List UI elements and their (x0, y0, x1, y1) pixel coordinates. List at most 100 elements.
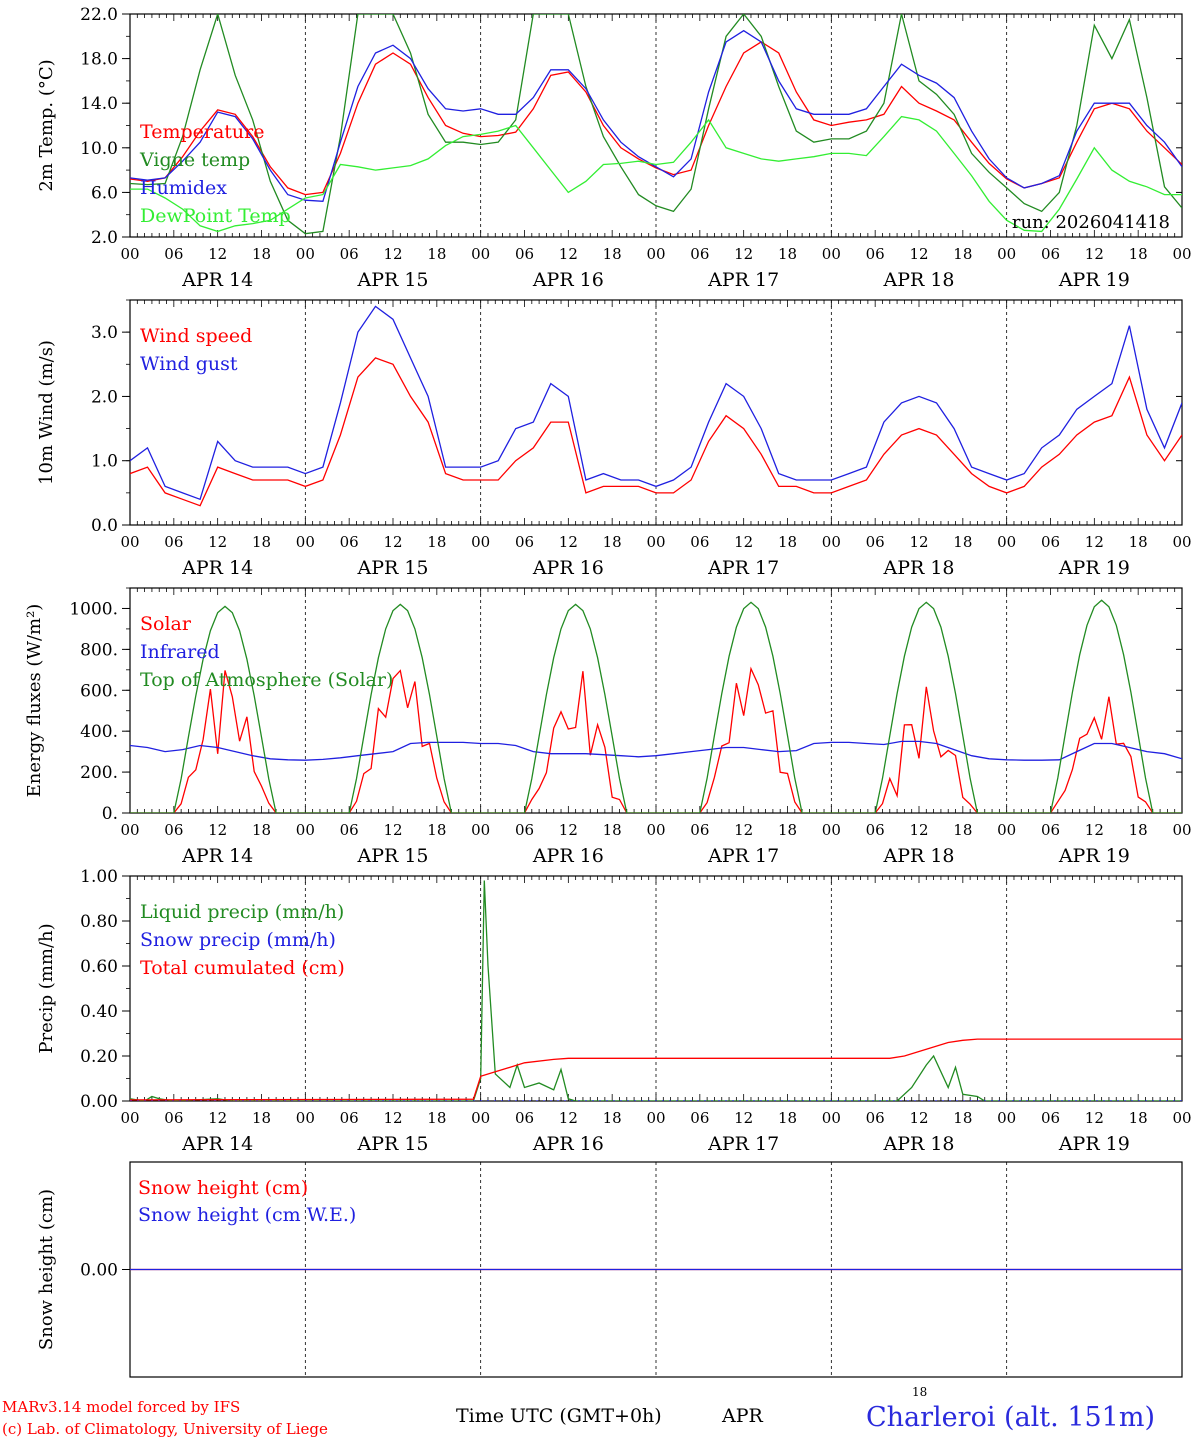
energy-hour-label: 12 (559, 821, 578, 839)
energy-hour-label: 12 (383, 821, 402, 839)
wind-hour-label: 06 (164, 533, 183, 551)
temp-hour-label: 06 (866, 245, 885, 263)
wind-hour-label: 06 (1041, 533, 1060, 551)
energy-hour-label: 18 (953, 821, 972, 839)
energy-ytick-label: 800. (80, 640, 118, 660)
energy-legend-item: Infrared (140, 641, 220, 663)
precip-hour-label: 06 (866, 1109, 885, 1127)
copyright: (c) Lab. of Climatology, University of L… (2, 1420, 328, 1438)
temp-hour-label: 12 (559, 245, 578, 263)
temp-legend-item: Vigne temp (139, 149, 250, 171)
wind-ytick-label: 1.0 (91, 452, 118, 472)
temp-ytick-label: 2.0 (91, 228, 118, 248)
temp-hour-label: 06 (164, 245, 183, 263)
wind-hour-label: 12 (909, 533, 928, 551)
precip-ytick-label: 0.80 (80, 912, 118, 932)
wind-hour-label: 12 (383, 533, 402, 551)
precip-hour-label: 06 (164, 1109, 183, 1127)
precip-hour-label: 06 (340, 1109, 359, 1127)
wind-hour-label: 12 (1085, 533, 1104, 551)
wind-hour-label: 18 (1129, 533, 1148, 551)
energy-hour-label: 00 (471, 821, 490, 839)
energy-hour-label: 18 (1129, 821, 1148, 839)
wind-ytick-label: 3.0 (91, 323, 118, 343)
wind-day-label: APR 17 (707, 557, 779, 579)
energy-legend-item: Top of Atmosphere (Solar) (140, 669, 393, 691)
wind-legend-item: Wind speed (140, 325, 252, 347)
temp-day-label: APR 18 (882, 269, 954, 291)
precip-ytick-label: 0.40 (80, 1002, 118, 1022)
energy-day-label: APR 18 (882, 845, 954, 867)
temp-legend-item: Temperature (140, 121, 264, 143)
precip-day-label: APR 16 (532, 1133, 604, 1155)
temp-ytick-label: 22.0 (80, 5, 118, 25)
wind-hour-label: 12 (559, 533, 578, 551)
wind-hour-label: 00 (646, 533, 665, 551)
energy-hour-label: 00 (296, 821, 315, 839)
temp-hour-label: 18 (603, 245, 622, 263)
temp-series-vigne-temp (130, 14, 1182, 235)
wind-legend-item: Wind gust (140, 353, 238, 375)
wind-series-wind-gust (130, 305, 1182, 501)
wind-hour-label: 00 (120, 533, 139, 551)
precip-hour-label: 00 (120, 1109, 139, 1127)
temp-day-label: APR 16 (532, 269, 604, 291)
wind-hour-label: 00 (997, 533, 1016, 551)
wind-hour-label: 18 (603, 533, 622, 551)
precip-hour-label: 12 (383, 1109, 402, 1127)
precip-day-label: APR 14 (181, 1133, 253, 1155)
snow-legend-item: Snow height (cm W.E.) (138, 1204, 356, 1226)
wind-hour-label: 06 (866, 533, 885, 551)
temp-legend-item: DewPoint Temp (140, 205, 291, 227)
precip-hour-label: 00 (471, 1109, 490, 1127)
energy-hour-label: 06 (340, 821, 359, 839)
precip-hour-label: 12 (734, 1109, 753, 1127)
precip-hour-label: 00 (822, 1109, 841, 1127)
precip-hour-label: 18 (778, 1109, 797, 1127)
energy-hour-label: 06 (866, 821, 885, 839)
snow-ytick-label: 0.00 (80, 1261, 118, 1281)
energy-day-label: APR 14 (181, 845, 253, 867)
precip-hour-label: 00 (1172, 1109, 1191, 1127)
wind-hour-label: 18 (953, 533, 972, 551)
temp-hour-label: 12 (734, 245, 753, 263)
temp-hour-label: 06 (1041, 245, 1060, 263)
energy-hour-label: 18 (252, 821, 271, 839)
precip-hour-label: 18 (427, 1109, 446, 1127)
wind-hour-label: 06 (515, 533, 534, 551)
wind-day-label: APR 15 (356, 557, 428, 579)
wind-frame (129, 299, 1183, 526)
wind-hour-label: 00 (296, 533, 315, 551)
temp-hour-label: 00 (120, 245, 139, 263)
snow-ylabel: Snow height (cm) (36, 1189, 57, 1350)
wind-hour-label: 00 (1172, 533, 1191, 551)
wind-hour-label: 00 (471, 533, 490, 551)
energy-ylabel: Energy fluxes (W/m²) (24, 604, 45, 798)
precip-hour-label: 12 (1085, 1109, 1104, 1127)
energy-day-label: APR 15 (356, 845, 428, 867)
month-label: APR (722, 1405, 763, 1427)
precip-hour-label: 00 (646, 1109, 665, 1127)
precip-ylabel: Precip (mm/h) (36, 923, 57, 1053)
model-credit: MARv3.14 model forced by IFS (2, 1398, 241, 1416)
precip-ytick-label: 0.20 (80, 1047, 118, 1067)
energy-legend-item: Solar (140, 613, 192, 635)
temp-hour-label: 18 (778, 245, 797, 263)
wind-ytick-label: 2.0 (91, 387, 118, 407)
precip-hour-label: 18 (953, 1109, 972, 1127)
temp-hour-label: 00 (1172, 245, 1191, 263)
temp-series-humidex (130, 29, 1182, 202)
precip-day-label: APR 18 (882, 1133, 954, 1155)
wind-day-label: APR 16 (532, 557, 604, 579)
temp-hour-label: 06 (690, 245, 709, 263)
temp-hour-label: 00 (296, 245, 315, 263)
temp-hour-label: 00 (997, 245, 1016, 263)
energy-ytick-label: 200. (80, 763, 118, 783)
temp-ytick-label: 18.0 (80, 50, 118, 70)
temp-day-label: APR 19 (1058, 269, 1130, 291)
precip-day-label: APR 17 (707, 1133, 779, 1155)
energy-hour-label: 12 (208, 821, 227, 839)
energy-hour-label: 00 (646, 821, 665, 839)
energy-hour-label: 12 (909, 821, 928, 839)
precip-hour-label: 12 (909, 1109, 928, 1127)
